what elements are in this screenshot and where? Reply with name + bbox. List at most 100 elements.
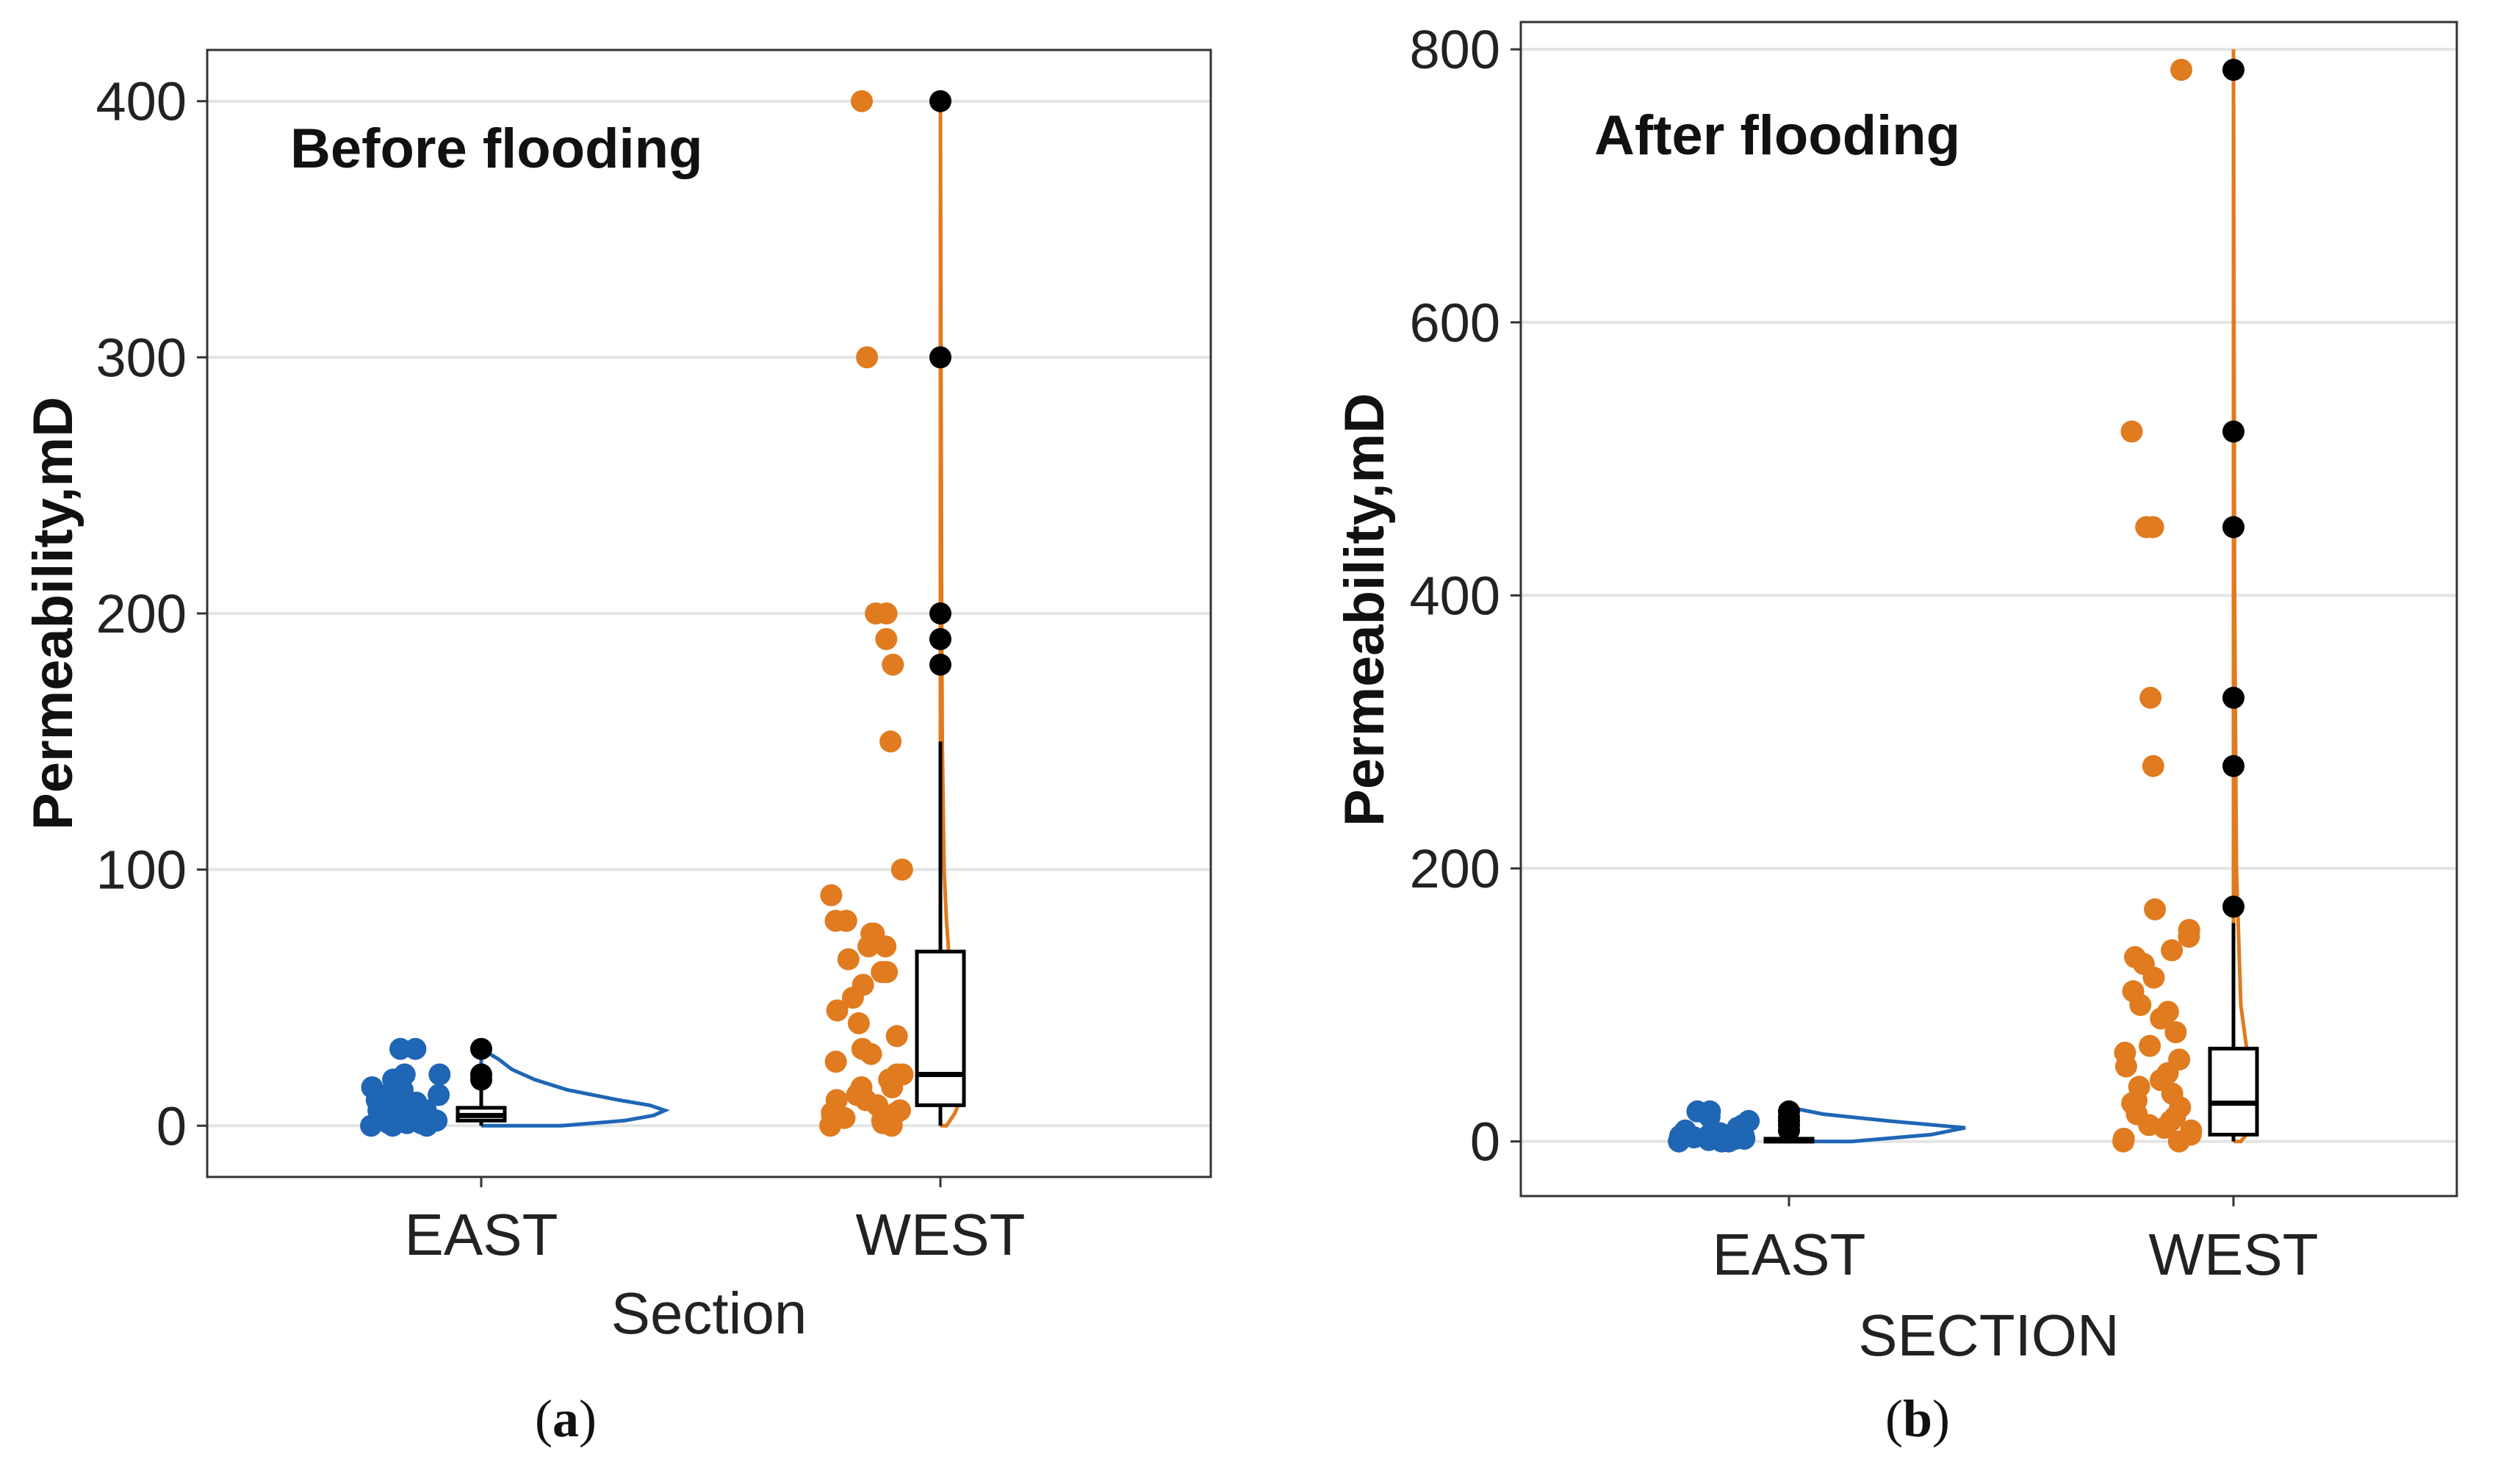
- data-point: [2128, 1076, 2150, 1098]
- x-tick-label: EAST: [405, 1202, 558, 1267]
- data-point: [875, 627, 898, 650]
- y-tick-label: 800: [1410, 19, 1500, 80]
- data-point: [890, 858, 913, 881]
- y-axis-label: Permeability,mD: [22, 397, 84, 830]
- data-point: [875, 602, 898, 624]
- box-iqr: [915, 949, 966, 1107]
- panel-caption-letter: a: [552, 1389, 579, 1448]
- y-tick-label: 200: [1410, 838, 1500, 899]
- x-tick-label: WEST: [855, 1202, 1025, 1267]
- data-point: [2124, 946, 2146, 968]
- data-point: [389, 1037, 411, 1060]
- data-point: [882, 653, 904, 676]
- outlier-point: [2222, 59, 2244, 81]
- y-axis-label: Permeability,mD: [1333, 393, 1396, 827]
- x-tick-label: EAST: [1713, 1222, 1866, 1287]
- data-point: [2112, 1128, 2135, 1150]
- y-tick-label: 200: [96, 583, 187, 644]
- data-point: [852, 973, 874, 996]
- panel-caption: (b): [1885, 1389, 1950, 1448]
- chart-panel-a: 0 100 200 300 400 Before flooding EAST WEST Sect…: [22, 48, 1212, 1448]
- data-point: [2139, 1034, 2161, 1057]
- data-point: [824, 1051, 847, 1073]
- outlier-point: [929, 627, 951, 650]
- panel-caption-open: (: [535, 1389, 552, 1448]
- panel-caption-close: ): [579, 1389, 597, 1448]
- data-point: [820, 884, 843, 907]
- data-point: [891, 1063, 914, 1086]
- outlier-point: [2222, 420, 2244, 443]
- data-point: [2161, 939, 2184, 962]
- data-point: [2114, 1041, 2136, 1064]
- box-iqr: [2208, 1046, 2259, 1137]
- data-point: [825, 1089, 848, 1112]
- data-point: [889, 1099, 911, 1122]
- outlier-point: [470, 1037, 492, 1060]
- panel-annotation: After flooding: [1594, 104, 1960, 167]
- data-point: [851, 90, 873, 112]
- data-point: [850, 1076, 873, 1098]
- y-tick-label: 0: [1470, 1112, 1500, 1173]
- panel-caption-open: (: [1885, 1389, 1903, 1448]
- outlier-point: [2222, 896, 2244, 918]
- data-point: [1686, 1100, 1709, 1123]
- series-west: [2112, 49, 2259, 1153]
- x-axis-label: Section: [611, 1281, 807, 1346]
- data-point: [2120, 420, 2143, 443]
- outlier-point: [929, 346, 951, 369]
- data-point: [2178, 918, 2200, 941]
- data-point: [856, 346, 879, 369]
- data-point: [871, 961, 893, 984]
- series-west: [819, 90, 966, 1137]
- data-point: [2164, 1021, 2187, 1043]
- plot-area: [1521, 22, 2457, 1196]
- outlier-point: [929, 90, 951, 112]
- data-point: [2168, 1048, 2191, 1071]
- data-point: [851, 1037, 874, 1060]
- data-point: [885, 1025, 908, 1048]
- plot-frame: [1519, 21, 2458, 1198]
- outlier-point: [470, 1063, 492, 1086]
- y-tick-label: 0: [156, 1095, 187, 1156]
- data-point: [837, 948, 860, 971]
- outlier-point: [2222, 755, 2244, 777]
- data-point: [2142, 755, 2164, 777]
- x-axis-label: SECTION: [1858, 1303, 2120, 1368]
- data-point: [2180, 1119, 2203, 1142]
- data-point: [835, 910, 857, 932]
- data-point: [393, 1063, 416, 1086]
- data-point: [2142, 516, 2164, 539]
- outlier-point: [2222, 686, 2244, 709]
- y-tick-label: 400: [96, 71, 187, 132]
- data-point: [2156, 1001, 2179, 1023]
- series-east: [1668, 1100, 1966, 1153]
- series-east: [360, 1037, 670, 1137]
- chart-panel-b: 0 200 400 600 800 After flooding EAST WEST SECTI…: [1333, 19, 2458, 1448]
- y-tick-label: 300: [96, 327, 187, 388]
- outlier-point: [929, 653, 951, 676]
- x-tick-label: WEST: [2148, 1222, 2318, 1287]
- outlier-point: [1778, 1100, 1800, 1123]
- panel-caption-close: ): [1932, 1389, 1950, 1448]
- data-point: [2139, 686, 2162, 709]
- y-tick-label: 400: [1410, 565, 1500, 626]
- outlier-point: [2222, 516, 2244, 539]
- data-point: [863, 922, 885, 945]
- y-tick-label: 100: [96, 840, 187, 901]
- panel-caption-letter: b: [1903, 1389, 1932, 1448]
- data-point: [826, 999, 849, 1022]
- data-point: [428, 1063, 451, 1086]
- data-point: [1738, 1109, 1760, 1132]
- data-point: [2144, 898, 2167, 921]
- density-curve: [479, 1047, 670, 1128]
- plot-frame: [206, 48, 1212, 1178]
- data-point: [879, 730, 902, 753]
- panel-annotation: Before flooding: [290, 118, 703, 180]
- data-point: [847, 1012, 870, 1034]
- outlier-point: [929, 602, 951, 624]
- data-point: [2170, 59, 2192, 81]
- data-point: [428, 1084, 450, 1106]
- data-point: [361, 1076, 384, 1098]
- data-point: [2122, 980, 2145, 1003]
